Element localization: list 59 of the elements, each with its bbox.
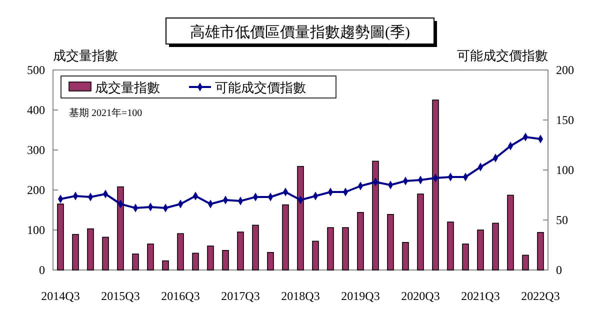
bar <box>57 204 64 270</box>
y-axis-title: 成交量指數 <box>53 48 118 63</box>
bar <box>72 234 79 270</box>
y-tick-label: 300 <box>27 143 45 157</box>
bar <box>222 250 229 270</box>
x-tick-label: 2017Q3 <box>221 289 260 303</box>
y2-tick-label: 0 <box>556 263 562 277</box>
x-tick-label: 2018Q3 <box>281 289 320 303</box>
x-tick-label: 2014Q3 <box>41 289 80 303</box>
legend-label: 可能成交價指數 <box>215 80 306 95</box>
bar <box>507 194 514 270</box>
bar <box>462 244 469 270</box>
legend-label: 成交量指數 <box>95 80 160 95</box>
y-tick-label: 200 <box>27 183 45 197</box>
bar <box>357 212 364 270</box>
bar <box>147 244 154 270</box>
bar <box>537 232 544 270</box>
bar <box>492 222 499 270</box>
bar <box>237 232 244 270</box>
bar <box>132 254 139 270</box>
bar <box>402 242 409 270</box>
annotation: 基期 2021年=100 <box>69 107 142 119</box>
bar <box>342 227 349 270</box>
bar <box>432 100 439 270</box>
bar <box>207 246 214 270</box>
bar <box>522 254 529 270</box>
bar <box>162 260 169 270</box>
x-tick-label: 2016Q3 <box>161 289 200 303</box>
x-tick-label: 2020Q3 <box>401 289 440 303</box>
bar <box>297 166 304 270</box>
bar <box>372 160 379 270</box>
bar <box>117 186 124 270</box>
chart-title: 高雄市低價區價量指數趨勢圖(季) <box>190 24 410 41</box>
bar <box>312 240 319 270</box>
y2-tick-label: 150 <box>556 113 574 127</box>
x-tick-label: 2021Q3 <box>461 289 500 303</box>
bar <box>252 224 259 270</box>
y2-axis-title: 可能成交價指數 <box>457 48 548 63</box>
bar <box>477 230 484 270</box>
bar <box>192 252 199 270</box>
y-tick-label: 500 <box>27 63 45 77</box>
bar <box>177 233 184 270</box>
bar <box>267 252 274 270</box>
bar <box>282 204 289 270</box>
bar <box>102 236 109 270</box>
bar <box>417 194 424 270</box>
bar <box>87 228 94 270</box>
x-tick-label: 2022Q3 <box>521 289 560 303</box>
y-tick-label: 400 <box>27 103 45 117</box>
y2-tick-label: 50 <box>556 213 568 227</box>
y-tick-label: 0 <box>39 263 45 277</box>
y2-tick-label: 200 <box>556 63 574 77</box>
x-tick-label: 2019Q3 <box>341 289 380 303</box>
x-tick-label: 2015Q3 <box>101 289 140 303</box>
bar <box>327 227 334 270</box>
y-tick-label: 100 <box>27 223 45 237</box>
bar <box>387 214 394 270</box>
y2-tick-label: 100 <box>556 163 574 177</box>
bar <box>447 222 454 270</box>
